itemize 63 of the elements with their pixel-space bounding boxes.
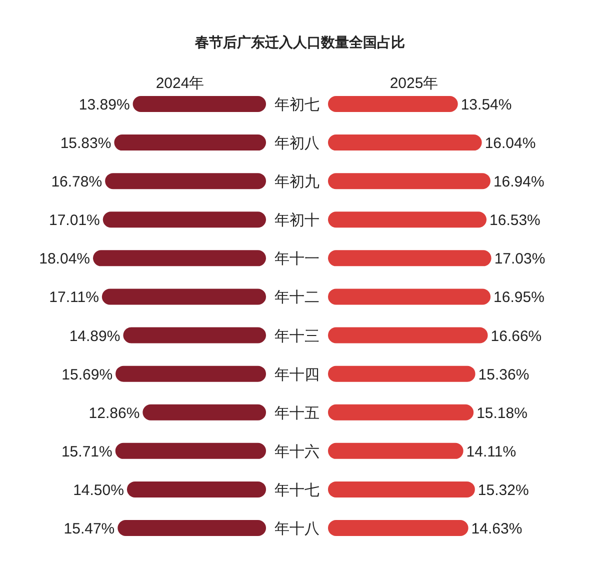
bar — [328, 366, 476, 382]
bar — [115, 442, 266, 459]
data-label: 14.89% — [69, 328, 120, 345]
bar — [102, 212, 266, 228]
bar — [328, 288, 491, 305]
data-label: 15.69% — [62, 366, 113, 384]
bar — [328, 442, 464, 459]
data-label: 15.47% — [64, 520, 115, 538]
y-tick-label: 年初七 — [274, 96, 320, 114]
text: 春节后广东迁入人口数量全国占比 — [194, 34, 405, 50]
data-label: 13.89% — [78, 96, 130, 114]
bar — [116, 366, 266, 382]
y-tick-label: 年十八 — [274, 520, 320, 538]
bar — [328, 520, 468, 536]
bar — [114, 134, 266, 151]
y-tick-label: 年十三 — [274, 328, 320, 345]
data-label: 14.63% — [471, 520, 522, 538]
data-label: 16.04% — [484, 135, 536, 152]
data-label: 16.94% — [493, 174, 544, 191]
data-label: 15.32% — [478, 482, 529, 499]
bar — [118, 520, 266, 536]
data-label: 13.54% — [460, 96, 512, 114]
bar — [328, 96, 458, 112]
bar — [328, 404, 474, 420]
data-label: 12.86% — [88, 404, 140, 422]
y-tick-label: 年十二 — [274, 289, 320, 306]
data-label: 17.01% — [49, 212, 100, 230]
bar — [126, 481, 266, 498]
bar — [93, 250, 266, 266]
data-label: 14.11% — [466, 443, 516, 460]
y-tick-label: 年十七 — [274, 482, 320, 499]
data-label: 16.53% — [490, 212, 540, 230]
series-label: 2025年 — [390, 75, 438, 92]
y-tick-label: 年十六 — [274, 443, 320, 460]
data-label: 17.03% — [494, 250, 546, 268]
data-label: 16.78% — [51, 174, 102, 191]
y-tick-label: 年初九 — [274, 174, 320, 191]
data-label: 15.36% — [478, 366, 530, 384]
bar — [105, 173, 266, 190]
data-label: 17.11% — [49, 289, 99, 306]
y-tick-label: 年十一 — [274, 250, 320, 268]
data-label: 18.04% — [39, 250, 90, 268]
data-label: 14.50% — [73, 482, 124, 499]
series-label: 2024年 — [156, 75, 204, 92]
bar — [328, 134, 482, 151]
y-tick-label: 年初八 — [274, 135, 320, 152]
bar — [123, 327, 266, 344]
bar — [102, 288, 266, 305]
data-label: 16.66% — [490, 328, 542, 345]
bar — [328, 250, 492, 266]
data-label: 15.18% — [476, 404, 528, 422]
bar — [328, 481, 475, 498]
bar — [328, 173, 490, 190]
bar — [328, 212, 487, 228]
bar — [142, 404, 266, 420]
data-label: 15.71% — [61, 443, 112, 460]
y-tick-label: 年初十 — [274, 212, 320, 230]
bar — [132, 96, 266, 112]
y-tick-label: 年十五 — [274, 404, 320, 422]
data-label: 16.95% — [494, 289, 544, 306]
data-label: 15.83% — [60, 135, 112, 152]
y-tick-label: 年十四 — [274, 366, 320, 384]
bar — [328, 327, 488, 344]
